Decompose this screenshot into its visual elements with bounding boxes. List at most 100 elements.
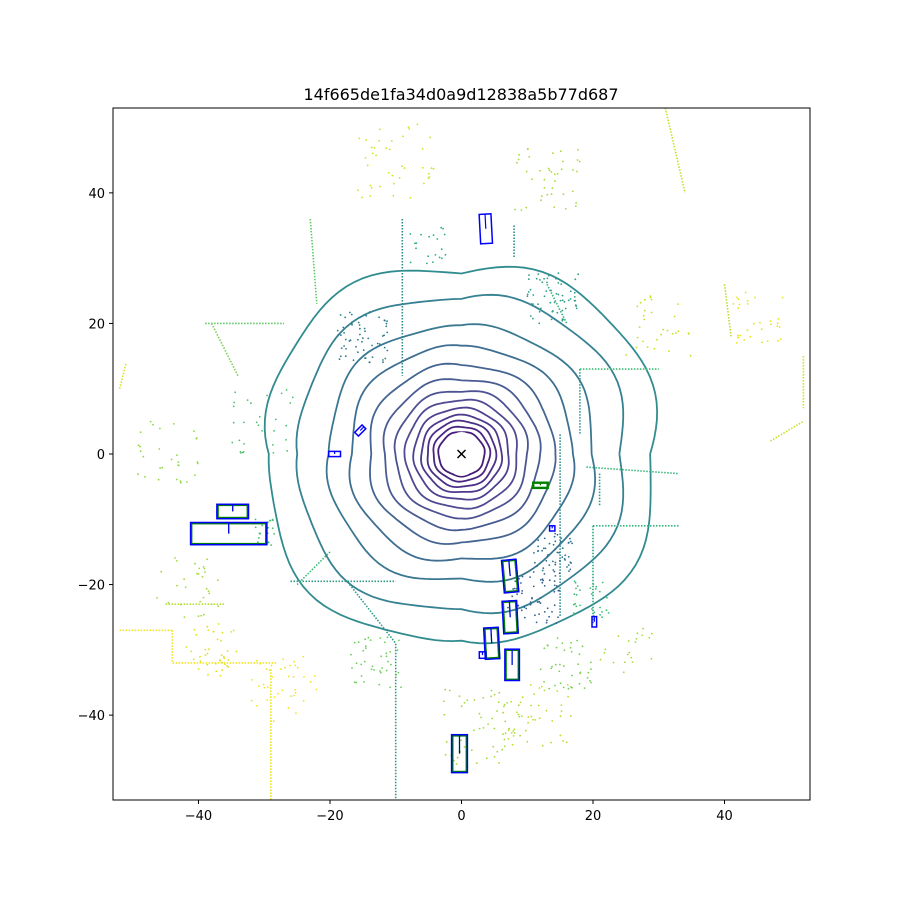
- point: [558, 589, 560, 592]
- point: [567, 564, 570, 566]
- point: [251, 679, 253, 681]
- point: [626, 653, 629, 656]
- point: [360, 663, 363, 666]
- point: [242, 451, 245, 453]
- cluster-8: [572, 580, 610, 619]
- point: [571, 686, 573, 689]
- point: [416, 123, 419, 126]
- point: [204, 571, 206, 573]
- point: [144, 475, 146, 478]
- point: [217, 605, 220, 608]
- point: [219, 674, 222, 677]
- point: [157, 478, 160, 481]
- point: [511, 595, 514, 598]
- point: [641, 634, 644, 637]
- cluster-5: [539, 637, 592, 690]
- point: [636, 336, 639, 339]
- point: [606, 596, 608, 599]
- point: [436, 238, 439, 240]
- point: [550, 741, 552, 744]
- point: [152, 423, 154, 426]
- point: [677, 303, 680, 305]
- point: [532, 294, 535, 296]
- ego-marker-stroke: [456, 449, 467, 459]
- point: [636, 632, 639, 635]
- point: [660, 333, 662, 336]
- point: [192, 658, 195, 661]
- point: [525, 170, 528, 173]
- point: [250, 699, 253, 702]
- point: [523, 616, 526, 619]
- point: [250, 402, 252, 405]
- point: [521, 575, 524, 578]
- point: [539, 668, 542, 671]
- point: [232, 405, 235, 408]
- point: [769, 320, 772, 322]
- point: [776, 325, 779, 327]
- point: [473, 729, 475, 732]
- point: [503, 745, 506, 748]
- point: [309, 681, 312, 683]
- point: [675, 332, 677, 334]
- point: [532, 571, 535, 573]
- point: [560, 283, 563, 285]
- point: [156, 597, 158, 599]
- point: [577, 148, 579, 151]
- point: [521, 696, 524, 699]
- point: [673, 315, 676, 318]
- point: [546, 555, 549, 558]
- point: [535, 277, 538, 280]
- point: [776, 322, 779, 325]
- point: [578, 682, 581, 685]
- point: [576, 159, 579, 161]
- point: [502, 733, 504, 736]
- point: [340, 334, 342, 336]
- point: [289, 402, 292, 404]
- point: [541, 581, 544, 584]
- point: [490, 689, 493, 692]
- point: [215, 670, 218, 673]
- point: [532, 718, 534, 721]
- point: [650, 657, 653, 660]
- point: [440, 248, 443, 251]
- point: [749, 335, 752, 338]
- point: [559, 734, 562, 737]
- point: [194, 474, 196, 476]
- point: [569, 537, 571, 540]
- point: [590, 661, 592, 664]
- point: [428, 176, 431, 178]
- point: [523, 606, 526, 609]
- point: [284, 666, 287, 669]
- point: [266, 686, 269, 689]
- point: [548, 564, 551, 566]
- point: [527, 716, 530, 718]
- point: [227, 666, 230, 668]
- point: [556, 637, 559, 639]
- point: [385, 322, 388, 325]
- point: [202, 566, 205, 568]
- point: [383, 319, 386, 322]
- point: [599, 606, 601, 609]
- point: [638, 326, 641, 328]
- point: [350, 653, 352, 656]
- point: [578, 653, 581, 656]
- point: [482, 727, 485, 729]
- point: [526, 295, 529, 298]
- point: [426, 262, 428, 265]
- point: [358, 137, 361, 140]
- point: [595, 585, 598, 588]
- point: [498, 762, 500, 764]
- point: [517, 713, 520, 716]
- point: [561, 294, 564, 297]
- point: [543, 681, 545, 683]
- structure-10: [586, 466, 679, 475]
- point: [636, 305, 639, 308]
- point: [492, 745, 495, 748]
- point: [402, 135, 404, 138]
- point: [503, 705, 505, 708]
- point: [199, 660, 202, 663]
- point: [562, 318, 564, 321]
- point: [357, 338, 359, 341]
- point: [315, 688, 318, 691]
